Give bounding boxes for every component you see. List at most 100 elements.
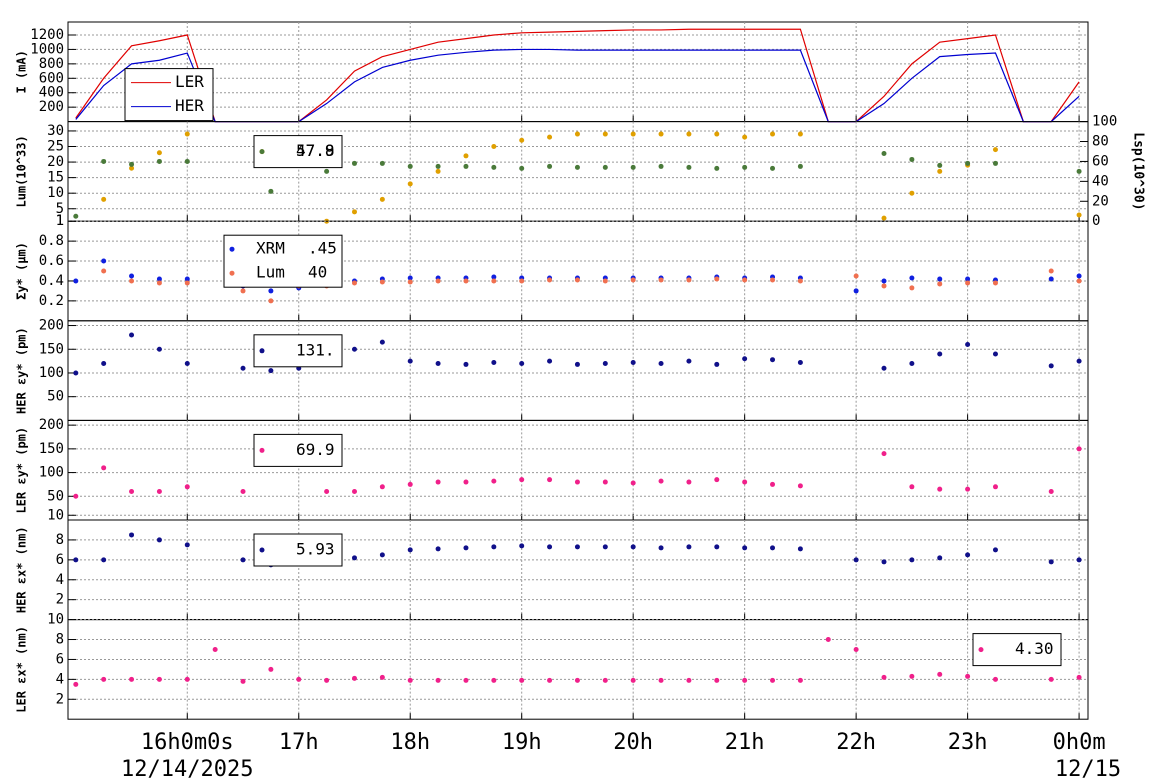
data-point: [129, 165, 135, 171]
data-point: [379, 339, 385, 345]
data-point: [574, 164, 580, 170]
x-tick-label: 21h: [725, 730, 765, 755]
data-point: [909, 190, 915, 196]
data-point: [797, 360, 803, 366]
y-axis-label: LER εy* (pm): [15, 427, 29, 514]
data-point: [491, 478, 497, 484]
data-point: [853, 557, 859, 563]
legend-box: [253, 533, 343, 567]
data-point: [881, 215, 887, 221]
legend-label: 47.9: [296, 141, 335, 160]
y-axis-label: Lum(10^33): [15, 135, 29, 207]
date-label: 12/15: [1055, 757, 1121, 782]
data-point: [184, 131, 190, 137]
data-point: [73, 213, 79, 219]
data-point: [184, 360, 190, 366]
data-point: [73, 557, 79, 563]
data-point: [1048, 268, 1054, 274]
y-tick-label: 10: [47, 612, 64, 628]
data-point: [686, 677, 692, 683]
data-point: [574, 677, 580, 683]
data-point: [296, 676, 302, 682]
data-point: [937, 555, 943, 561]
data-point: [184, 276, 190, 282]
x-tick-label: 16h0m0s: [141, 730, 234, 755]
data-point: [630, 277, 636, 283]
data-point: [407, 181, 413, 187]
data-point: [992, 147, 998, 153]
data-point: [156, 489, 162, 495]
data-point: [156, 158, 162, 164]
data-point: [435, 677, 441, 683]
data-point: [491, 360, 497, 366]
y-axis-label: LER εx* (nm): [15, 626, 29, 713]
y2-tick-label: 0: [1092, 213, 1100, 229]
series-line: [75, 28, 1080, 123]
legend-label: HER: [175, 96, 204, 115]
data-point: [686, 479, 692, 485]
data-point: [937, 281, 943, 287]
data-point: [547, 477, 553, 483]
data-point: [156, 676, 162, 682]
data-point: [937, 162, 943, 168]
y-tick-label: 8: [56, 632, 64, 648]
data-point: [742, 164, 748, 170]
data-point: [714, 165, 720, 171]
x-tick-label: 18h: [390, 730, 430, 755]
data-point: [463, 163, 469, 169]
x-tick-label: 19h: [502, 730, 542, 755]
panel-frame: [67, 21, 1089, 123]
data-point: [240, 489, 246, 495]
data-point: [630, 677, 636, 683]
data-point: [379, 160, 385, 166]
data-point: [101, 196, 107, 202]
legend-label: 69.9: [296, 440, 335, 459]
data-point: [965, 342, 971, 348]
data-point: [937, 168, 943, 174]
data-point: [1048, 559, 1054, 565]
y-tick-label: 50: [47, 389, 64, 405]
data-point: [129, 273, 135, 279]
data-point: [797, 163, 803, 169]
data-point: [909, 275, 915, 281]
data-point: [519, 677, 525, 683]
data-point: [463, 153, 469, 159]
data-point: [992, 484, 998, 490]
data-point: [992, 160, 998, 166]
data-point: [519, 278, 525, 284]
data-point: [909, 285, 915, 291]
data-point: [435, 168, 441, 174]
data-point: [853, 288, 859, 294]
data-point: [1076, 273, 1082, 279]
data-point: [547, 544, 553, 550]
y2-tick-label: 80: [1092, 134, 1109, 150]
y-tick-label: 10: [47, 507, 64, 523]
data-point: [630, 360, 636, 366]
data-point: [519, 165, 525, 171]
data-point: [909, 557, 915, 563]
data-point: [240, 288, 246, 294]
data-point: [881, 451, 887, 457]
y-tick-label: 600: [39, 70, 64, 86]
data-point: [491, 278, 497, 284]
data-point: [714, 677, 720, 683]
legend-marker: [259, 348, 265, 354]
data-point: [379, 196, 385, 202]
data-point: [881, 278, 887, 284]
y2-tick-label: 40: [1092, 173, 1109, 189]
data-point: [212, 646, 218, 652]
data-point: [73, 370, 79, 376]
data-point: [909, 156, 915, 162]
data-point: [129, 532, 135, 538]
data-point: [1076, 358, 1082, 364]
y-tick-label: 1: [56, 213, 64, 229]
data-point: [101, 360, 107, 366]
data-point: [770, 357, 776, 363]
data-point: [351, 675, 357, 681]
data-point: [519, 360, 525, 366]
data-point: [742, 479, 748, 485]
data-point: [658, 163, 664, 169]
data-point: [435, 163, 441, 169]
data-point: [491, 144, 497, 149]
